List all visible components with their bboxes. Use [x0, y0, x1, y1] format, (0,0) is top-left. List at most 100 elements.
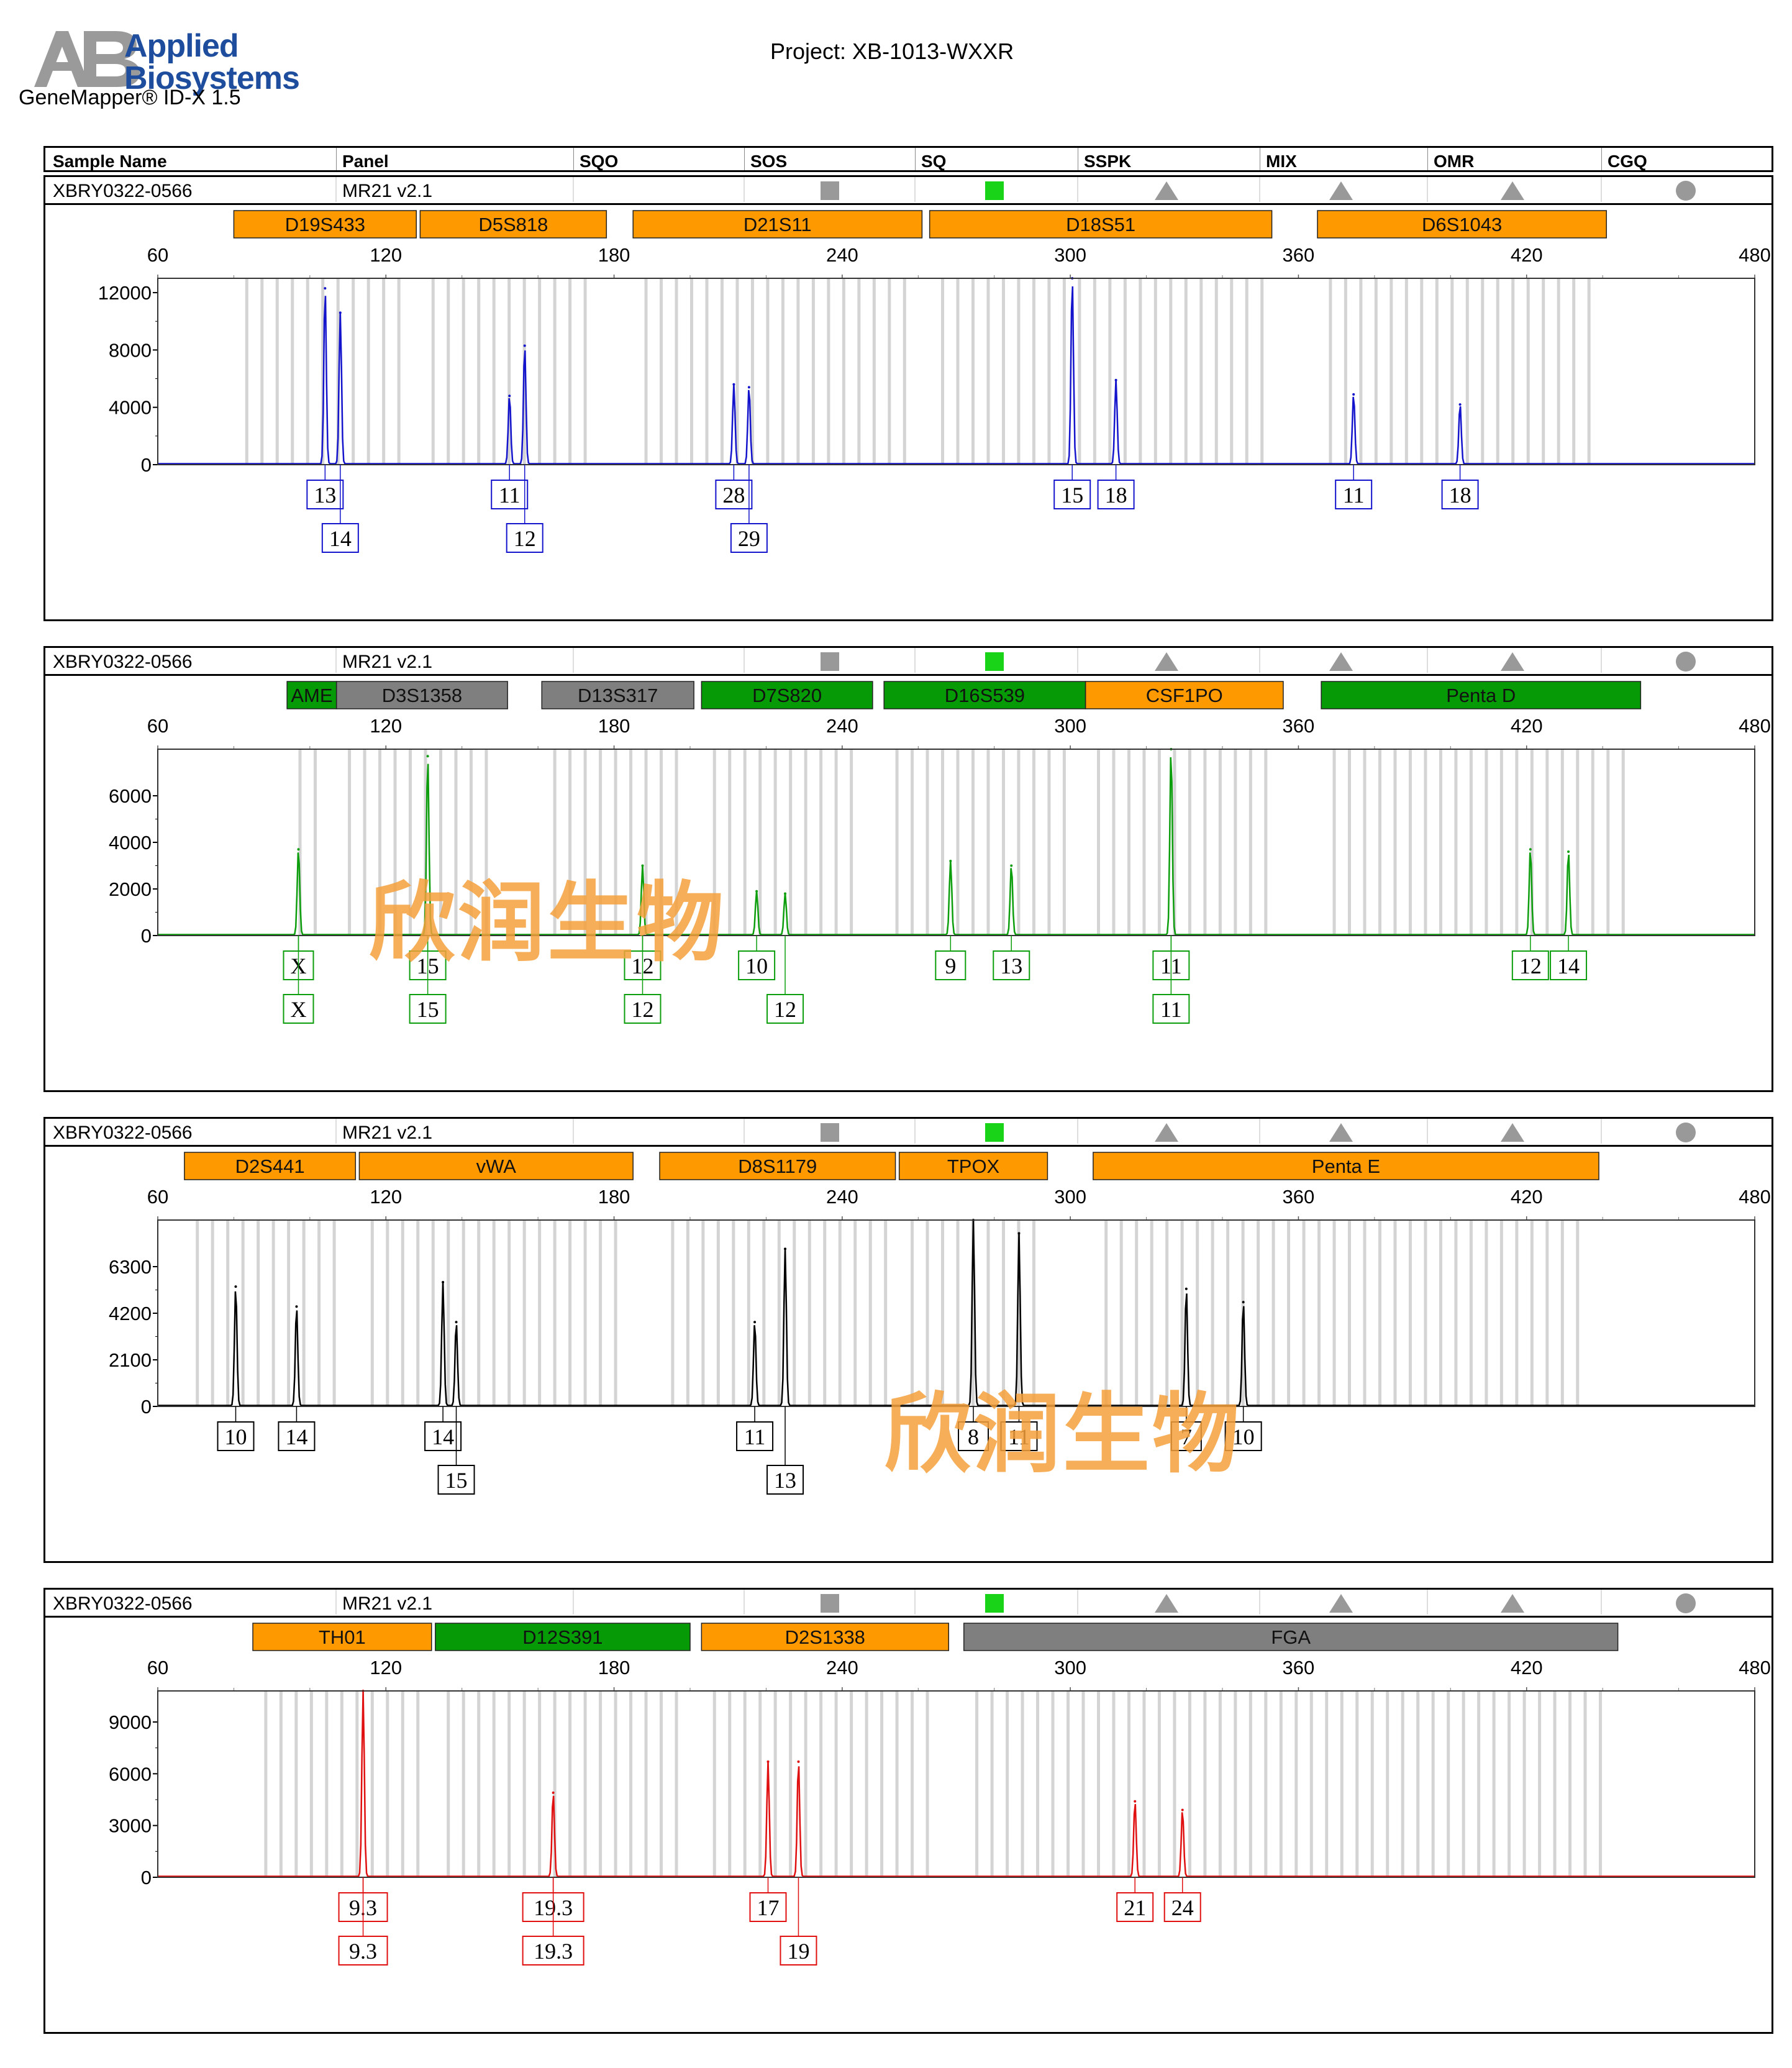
column-sos[interactable]: SOS [750, 152, 788, 171]
plot-frame [157, 1219, 1755, 1407]
sample-name: XBRY0322-0566 [53, 1593, 193, 1614]
marker-label: D8S1179 [738, 1155, 817, 1177]
allele-call-label: X [290, 997, 306, 1022]
allele-call-label: 19 [787, 1939, 809, 1964]
marker-d21s11 [632, 210, 923, 239]
allele-call-box [283, 994, 314, 1024]
panel-name: MR21 v2.1 [342, 181, 433, 201]
omr-flag-triangle [1501, 652, 1524, 671]
plot-frame [157, 1690, 1755, 1878]
marker-th01 [252, 1623, 432, 1651]
marker-label: D18S51 [1066, 214, 1135, 235]
y-tick-label: 9000 [109, 1711, 152, 1733]
sq-flag-square [985, 1594, 1004, 1613]
column-cgq[interactable]: CGQ [1608, 152, 1647, 171]
column-sq[interactable]: SQ [921, 152, 947, 171]
allele-call-box [424, 1421, 462, 1451]
marker-label: D12S391 [522, 1626, 603, 1648]
column-panel[interactable]: Panel [342, 152, 389, 171]
electropherogram-black: D2S441 vWA D8S1179 TPOX Penta E 60 120 180 240 30… [109, 1119, 1771, 1495]
x-tick-label: 120 [370, 1186, 402, 1208]
x-tick-label: 420 [1511, 1186, 1543, 1208]
y-tick-label: 6000 [109, 1763, 152, 1785]
y-tick-label: 0 [141, 1867, 152, 1888]
omr-flag-triangle [1501, 181, 1524, 200]
x-tick-label: 240 [826, 715, 858, 737]
sample-row[interactable]: XBRY0322-0566 MR21 v2.1 [45, 177, 1772, 205]
marker-d6s1043 [1317, 210, 1608, 239]
sspk-flag-triangle [1155, 1594, 1178, 1613]
allele-call-box [1000, 1421, 1038, 1451]
allele-call-label: 11 [499, 483, 521, 508]
x-tick-label: 360 [1283, 715, 1315, 737]
x-tick-label: 180 [598, 1657, 630, 1679]
allele-call-box [1550, 950, 1588, 980]
sample-row[interactable]: XBRY0322-0566 MR21 v2.1 [45, 1590, 1772, 1618]
marker-d2s441 [184, 1152, 357, 1180]
column-mix[interactable]: MIX [1266, 152, 1297, 171]
x-tick-label: 360 [1283, 1657, 1315, 1679]
allele-call-label: 11 [1160, 997, 1182, 1022]
mix-flag-triangle [1329, 1123, 1353, 1142]
y-tick-label: 0 [141, 1396, 152, 1418]
sq-flag-square [985, 1123, 1004, 1142]
allele-call-box [338, 1936, 388, 1966]
cgq-flag-circle [1676, 1123, 1696, 1142]
x-tick-label: 180 [598, 715, 630, 737]
marker-vwa [358, 1152, 634, 1180]
allele-call-label: 10 [745, 954, 768, 978]
allele-call-box [730, 523, 768, 553]
allele-call-label: 13 [774, 1468, 796, 1493]
peak-apex [784, 1247, 787, 1250]
allele-call-label: 13 [314, 483, 336, 508]
plot-frame [157, 278, 1755, 465]
report-header: Applied Biosystems GeneMapper® ID-X 1.5 … [0, 0, 1792, 143]
x-tick-label: 180 [598, 244, 630, 266]
peak-apex [949, 860, 952, 862]
marker-penta-d [1321, 681, 1642, 709]
sample-name: XBRY0322-0566 [53, 652, 193, 672]
column-sample-name[interactable]: Sample Name [53, 152, 167, 171]
marker-label: D2S441 [235, 1155, 305, 1177]
x-tick-label: 240 [826, 1186, 858, 1208]
peak-apex [797, 1760, 800, 1763]
column-omr[interactable]: OMR [1434, 152, 1475, 171]
peak-apex [1529, 848, 1532, 851]
allele-call-label: 17 [757, 1895, 779, 1920]
column-sqo[interactable]: SQO [580, 152, 619, 171]
mix-flag-triangle [1329, 1594, 1353, 1613]
panel-name: MR21 v2.1 [342, 652, 433, 672]
allele-call-label: 14 [329, 526, 352, 551]
x-tick-label: 480 [1739, 1657, 1771, 1679]
panel-name: MR21 v2.1 [342, 1593, 433, 1614]
allele-call-box [1224, 1421, 1262, 1451]
marker-d18s51 [929, 210, 1273, 239]
peak-apex [641, 864, 644, 867]
y-tick-label: 0 [141, 925, 152, 947]
marker-ame [286, 681, 337, 709]
sample-panel-blue: XBRY0322-0566 MR21 v2.1 D19S433 D5S818 D21… [43, 175, 1773, 621]
allele-call-box [278, 1421, 316, 1451]
panel-name: MR21 v2.1 [342, 1123, 433, 1143]
peak-apex [324, 287, 327, 290]
allele-call-label: 10 [224, 1424, 247, 1449]
sample-row[interactable]: XBRY0322-0566 MR21 v2.1 [45, 648, 1772, 676]
marker-d13s317 [541, 681, 694, 709]
allele-call-box [1053, 480, 1091, 509]
allele-call-label: 7 [1181, 1424, 1192, 1449]
mix-flag-triangle [1329, 652, 1353, 671]
allele-call-box [766, 1465, 804, 1495]
sample-row[interactable]: XBRY0322-0566 MR21 v2.1 [45, 1119, 1772, 1147]
marker-label: D6S1043 [1422, 214, 1502, 235]
y-tick-label: 0 [141, 454, 152, 476]
trace-line [158, 757, 1755, 936]
x-tick-label: 120 [370, 244, 402, 266]
peak-apex [508, 394, 511, 398]
trace-line [158, 1690, 1755, 1877]
applied-biosystems-logo [34, 31, 140, 87]
peak-apex [455, 1321, 458, 1324]
peak-apex [766, 1760, 770, 1763]
x-tick-label: 420 [1511, 1657, 1543, 1679]
column-sspk[interactable]: SSPK [1084, 152, 1132, 171]
peak-apex [1352, 393, 1355, 396]
